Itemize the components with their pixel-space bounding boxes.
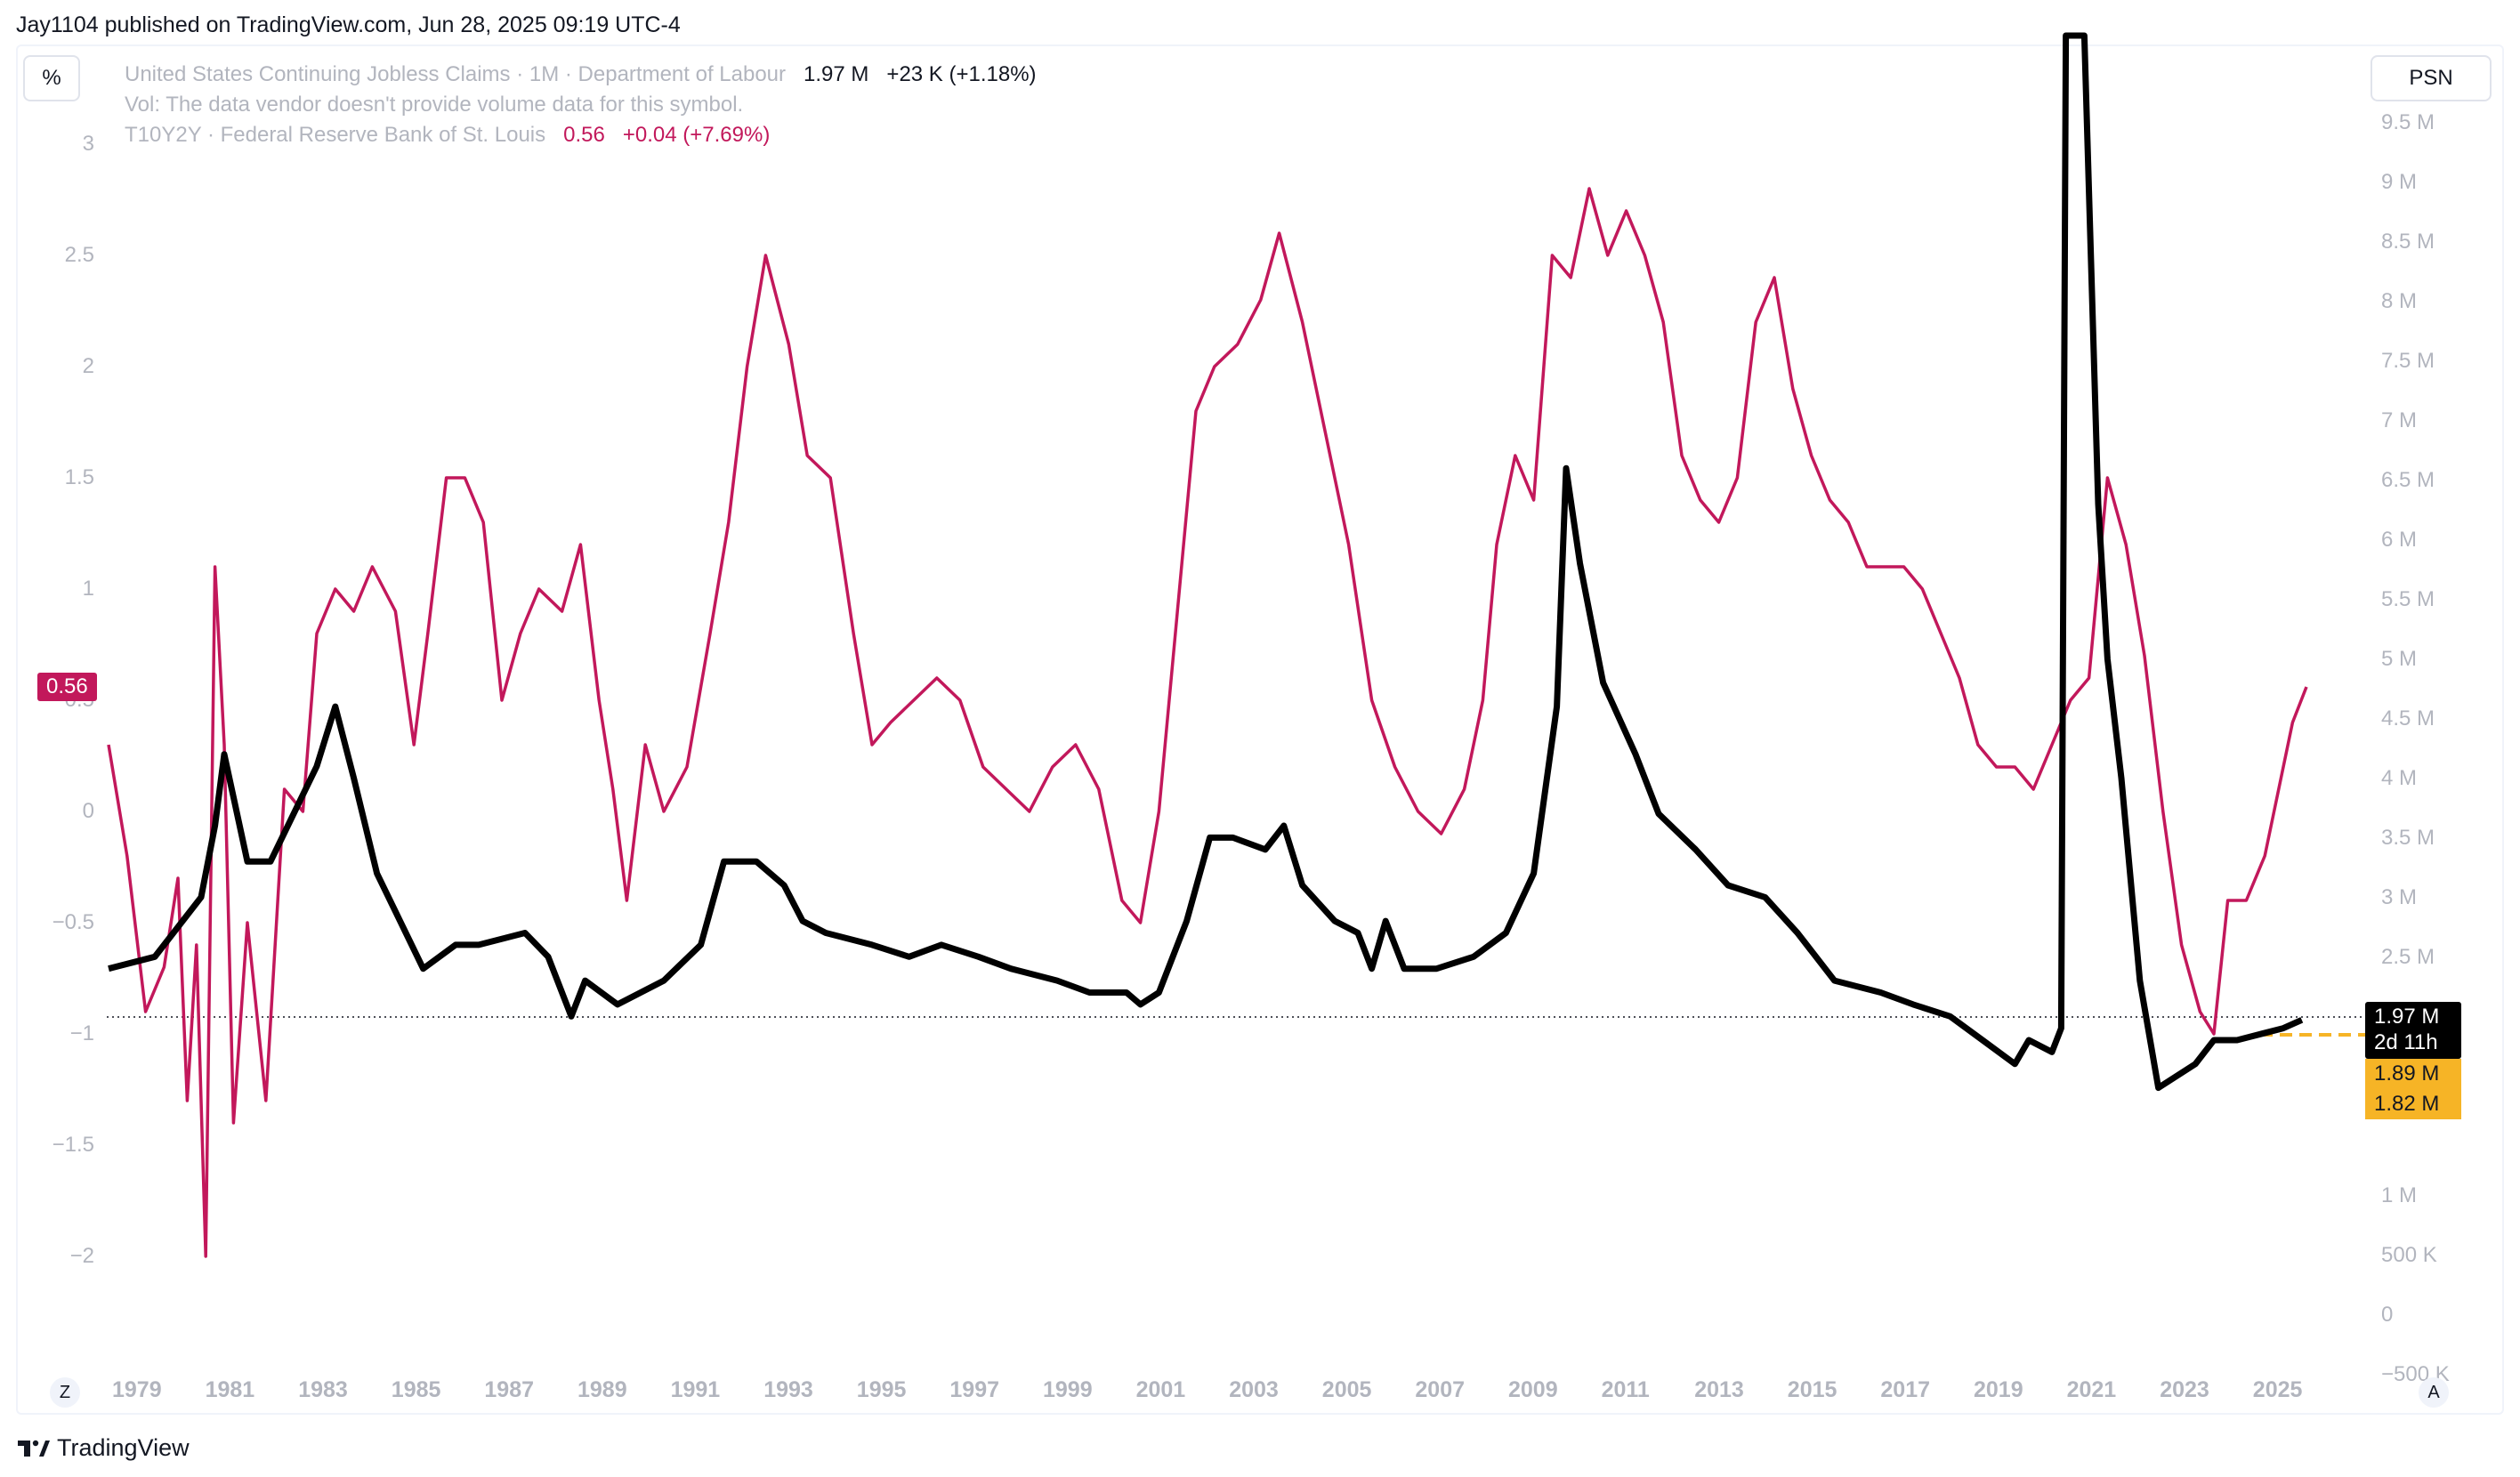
legend-main[interactable]: United States Continuing Jobless Claims … bbox=[125, 62, 1037, 87]
right-axis-tick: 7 M bbox=[2381, 408, 2418, 432]
time-axis-tick: 2011 bbox=[1601, 1377, 1650, 1402]
zoom-toggle[interactable]: Z bbox=[50, 1377, 80, 1408]
bar-countdown: 2d 11h bbox=[2374, 1030, 2438, 1054]
time-axis-tick: 2005 bbox=[1321, 1377, 1372, 1402]
left-axis-tick: −1.5 bbox=[52, 1133, 94, 1157]
left-axis-tick: 0 bbox=[82, 799, 94, 823]
tradingview-logo-icon bbox=[18, 1440, 50, 1457]
legend-main-name: United States Continuing Jobless Claims … bbox=[125, 62, 787, 86]
tradingview-footer[interactable]: TradingView bbox=[18, 1434, 190, 1462]
time-axis-tick: 2021 bbox=[2066, 1377, 2117, 1402]
right-axis-tick: 5 M bbox=[2381, 647, 2418, 671]
left-axis-tick: −0.5 bbox=[52, 910, 94, 934]
left-axis-tick: 1 bbox=[82, 577, 94, 601]
time-axis-tick: 2009 bbox=[1508, 1377, 1558, 1402]
right-axis-tick: 8.5 M bbox=[2381, 230, 2435, 254]
publisher-line: Jay1104 published on TradingView.com, Ju… bbox=[16, 12, 681, 37]
time-axis-tick: 1997 bbox=[949, 1377, 1000, 1402]
right-axis-tick: 7.5 M bbox=[2381, 349, 2435, 373]
right-axis-tick: 4 M bbox=[2381, 766, 2418, 790]
right-axis-tick: 500 K bbox=[2381, 1243, 2437, 1267]
legend-spread-change: +0.04 (+7.69%) bbox=[622, 123, 771, 147]
right-axis-tick: 0 bbox=[2381, 1303, 2394, 1327]
right-axis-tick: 9.5 M bbox=[2381, 110, 2435, 134]
legend-main-value: 1.97 M bbox=[804, 62, 869, 86]
spread-last-value-tag: 0.56 bbox=[37, 673, 97, 701]
time-axis-tick: 1991 bbox=[670, 1377, 721, 1402]
legend-volume-note: Vol: The data vendor doesn't provide vol… bbox=[125, 93, 744, 117]
left-axis-tick: −2 bbox=[69, 1244, 94, 1268]
time-axis-tick: 2013 bbox=[1694, 1377, 1744, 1402]
footer-brand: TradingView bbox=[57, 1434, 190, 1461]
t10y2y-series-line bbox=[107, 187, 2308, 1258]
right-axis-tick: 3.5 M bbox=[2381, 826, 2435, 850]
jobless-claims-series-line bbox=[108, 32, 2304, 1092]
right-axis-tick: 6 M bbox=[2381, 528, 2418, 552]
chart-frame bbox=[16, 44, 2504, 1415]
left-axis-tick: 3 bbox=[82, 132, 94, 156]
legend-main-change: +23 K (+1.18%) bbox=[886, 62, 1037, 86]
claims-last-value-tag: 1.97 M 2d 11h bbox=[2365, 1002, 2461, 1059]
right-scale-button[interactable]: PSN bbox=[2371, 55, 2492, 101]
right-axis-tick: 2.5 M bbox=[2381, 945, 2435, 969]
time-axis-tick: 1981 bbox=[205, 1377, 255, 1402]
right-axis-tick: 8 M bbox=[2381, 289, 2418, 313]
left-axis-tick: 2.5 bbox=[64, 243, 94, 267]
left-scale-button[interactable]: % bbox=[23, 55, 80, 101]
time-axis-tick: 1999 bbox=[1043, 1377, 1093, 1402]
legend-spread-value: 0.56 bbox=[563, 123, 605, 147]
left-axis-tick: 1.5 bbox=[64, 465, 94, 489]
time-axis-tick: 2015 bbox=[1787, 1377, 1838, 1402]
time-axis-tick: 2003 bbox=[1229, 1377, 1279, 1402]
time-axis-tick: 1995 bbox=[856, 1377, 907, 1402]
projection-level-1-tag: 1.89 M bbox=[2365, 1059, 2461, 1089]
time-axis-tick: 1993 bbox=[763, 1377, 813, 1402]
right-axis-tick: 6.5 M bbox=[2381, 468, 2435, 492]
time-axis-tick: 1989 bbox=[578, 1377, 627, 1402]
right-axis-tick: 1 M bbox=[2381, 1183, 2418, 1207]
right-axis-tick: 5.5 M bbox=[2381, 587, 2435, 611]
time-axis-tick: 1983 bbox=[298, 1377, 348, 1402]
time-axis-tick: 1979 bbox=[112, 1377, 162, 1402]
time-axis-tick: 2007 bbox=[1415, 1377, 1466, 1402]
time-axis-tick: 2023 bbox=[2160, 1377, 2209, 1402]
time-axis-tick: 2001 bbox=[1135, 1377, 1186, 1402]
legend-spread[interactable]: T10Y2Y · Federal Reserve Bank of St. Lou… bbox=[125, 123, 770, 148]
right-axis-tick: 4.5 M bbox=[2381, 706, 2435, 730]
left-axis-tick: −1 bbox=[69, 1021, 94, 1045]
right-axis-tick: 9 M bbox=[2381, 170, 2418, 194]
legend-spread-name: T10Y2Y · Federal Reserve Bank of St. Lou… bbox=[125, 123, 546, 147]
time-axis-tick: 1985 bbox=[391, 1377, 441, 1402]
claims-last-value: 1.97 M bbox=[2374, 1005, 2440, 1029]
time-axis-tick: 2019 bbox=[1974, 1377, 2023, 1402]
time-axis-tick: 2025 bbox=[2252, 1377, 2303, 1402]
time-axis-tick: 1987 bbox=[484, 1377, 535, 1402]
left-axis-tick: 2 bbox=[82, 354, 94, 378]
time-axis-tick: 2017 bbox=[1880, 1377, 1931, 1402]
right-axis-tick: 3 M bbox=[2381, 885, 2418, 909]
auto-scale-toggle[interactable]: A bbox=[2419, 1377, 2449, 1408]
projection-level-2-tag: 1.82 M bbox=[2365, 1089, 2461, 1119]
